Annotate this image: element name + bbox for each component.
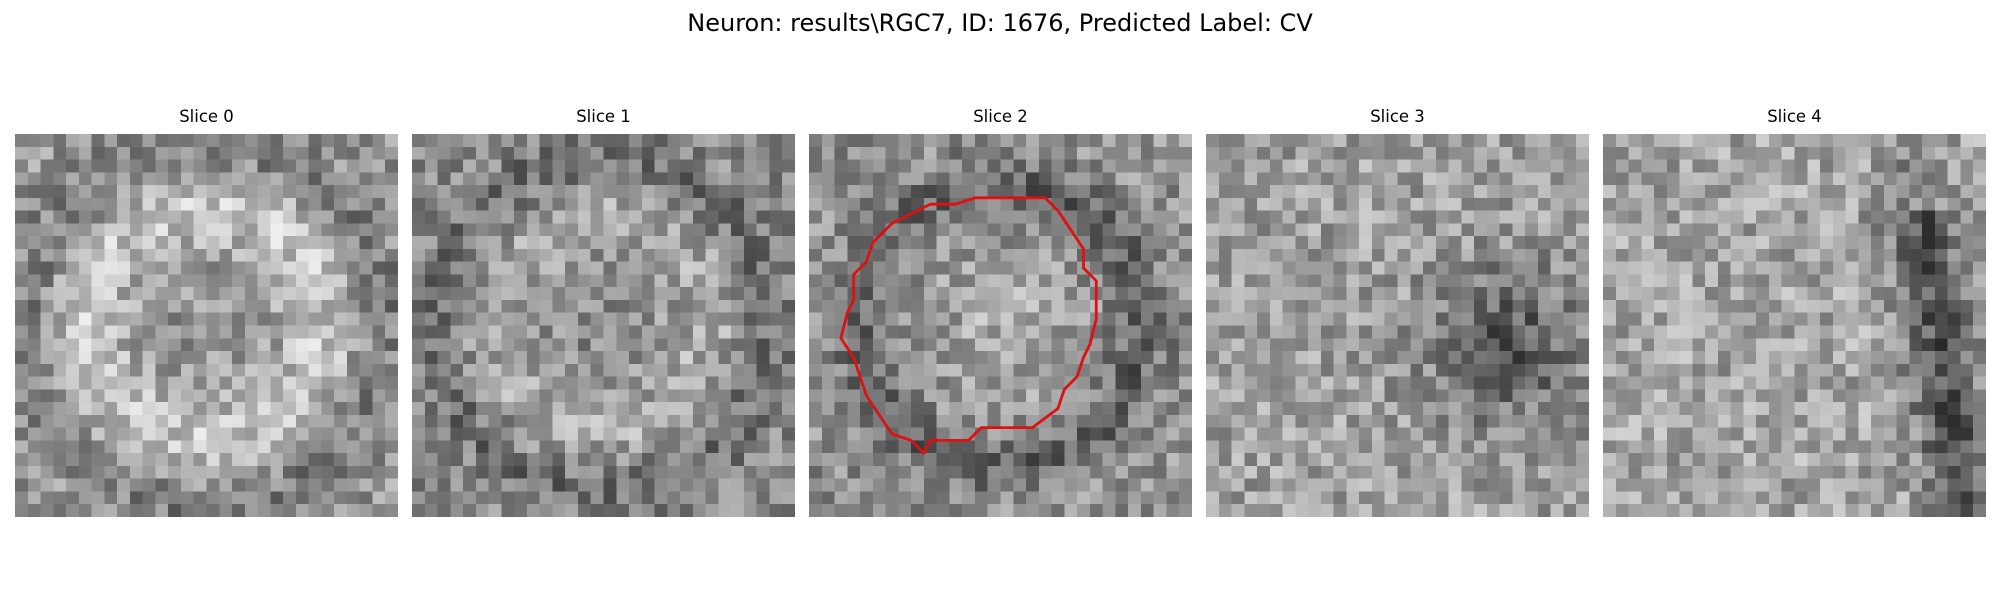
slice-title-0: Slice 0 bbox=[179, 107, 234, 126]
slice-image-0 bbox=[15, 134, 398, 517]
slice-image-3 bbox=[1206, 134, 1589, 517]
slice-title-1: Slice 1 bbox=[576, 107, 631, 126]
slice-panel-3: Slice 3 bbox=[1206, 106, 1589, 517]
slice-panel-0: Slice 0 bbox=[15, 106, 398, 517]
slice-image-4 bbox=[1603, 134, 1986, 517]
slice-title-2: Slice 2 bbox=[973, 107, 1028, 126]
slice-panel-1: Slice 1 bbox=[412, 106, 795, 517]
slice-title-3: Slice 3 bbox=[1370, 107, 1425, 126]
figure-title: Neuron: results\RGC7, ID: 1676, Predicte… bbox=[687, 9, 1313, 37]
contour-outline bbox=[839, 196, 1098, 455]
slice-panel-4: Slice 4 bbox=[1603, 106, 1986, 517]
segmentation-contour bbox=[839, 196, 1098, 455]
slice-panel-2: Slice 2 bbox=[809, 106, 1192, 517]
slice-image-1 bbox=[412, 134, 795, 517]
slice-title-4: Slice 4 bbox=[1767, 107, 1822, 126]
